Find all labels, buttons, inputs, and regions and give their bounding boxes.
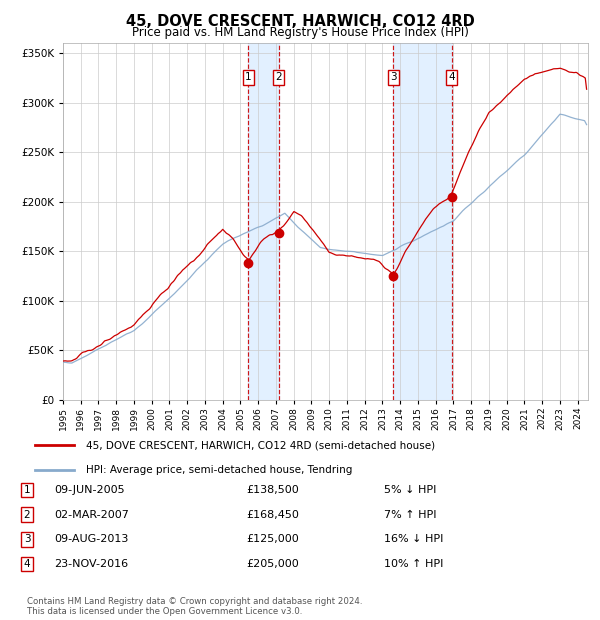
- Bar: [248, 43, 279, 400]
- Text: This data is licensed under the Open Government Licence v3.0.: This data is licensed under the Open Gov…: [27, 607, 302, 616]
- Text: 4: 4: [448, 73, 455, 82]
- Text: £205,000: £205,000: [246, 559, 299, 569]
- Text: 3: 3: [390, 73, 397, 82]
- Text: 3: 3: [23, 534, 31, 544]
- Text: 45, DOVE CRESCENT, HARWICH, CO12 4RD (semi-detached house): 45, DOVE CRESCENT, HARWICH, CO12 4RD (se…: [86, 440, 435, 450]
- Text: 1: 1: [245, 73, 251, 82]
- Text: 2: 2: [275, 73, 282, 82]
- Text: HPI: Average price, semi-detached house, Tendring: HPI: Average price, semi-detached house,…: [86, 464, 352, 475]
- Text: Contains HM Land Registry data © Crown copyright and database right 2024.: Contains HM Land Registry data © Crown c…: [27, 597, 362, 606]
- Text: 09-AUG-2013: 09-AUG-2013: [54, 534, 128, 544]
- Text: Price paid vs. HM Land Registry's House Price Index (HPI): Price paid vs. HM Land Registry's House …: [131, 26, 469, 39]
- Text: 10% ↑ HPI: 10% ↑ HPI: [384, 559, 443, 569]
- Text: £168,450: £168,450: [246, 510, 299, 520]
- Text: 2: 2: [23, 510, 31, 520]
- Text: 45, DOVE CRESCENT, HARWICH, CO12 4RD: 45, DOVE CRESCENT, HARWICH, CO12 4RD: [125, 14, 475, 29]
- Bar: [393, 43, 452, 400]
- Text: £125,000: £125,000: [246, 534, 299, 544]
- Text: 5% ↓ HPI: 5% ↓ HPI: [384, 485, 436, 495]
- Text: 4: 4: [23, 559, 31, 569]
- Text: 23-NOV-2016: 23-NOV-2016: [54, 559, 128, 569]
- Text: 1: 1: [23, 485, 31, 495]
- Text: 02-MAR-2007: 02-MAR-2007: [54, 510, 129, 520]
- Text: £138,500: £138,500: [246, 485, 299, 495]
- Text: 7% ↑ HPI: 7% ↑ HPI: [384, 510, 437, 520]
- Text: 09-JUN-2005: 09-JUN-2005: [54, 485, 125, 495]
- Text: 16% ↓ HPI: 16% ↓ HPI: [384, 534, 443, 544]
